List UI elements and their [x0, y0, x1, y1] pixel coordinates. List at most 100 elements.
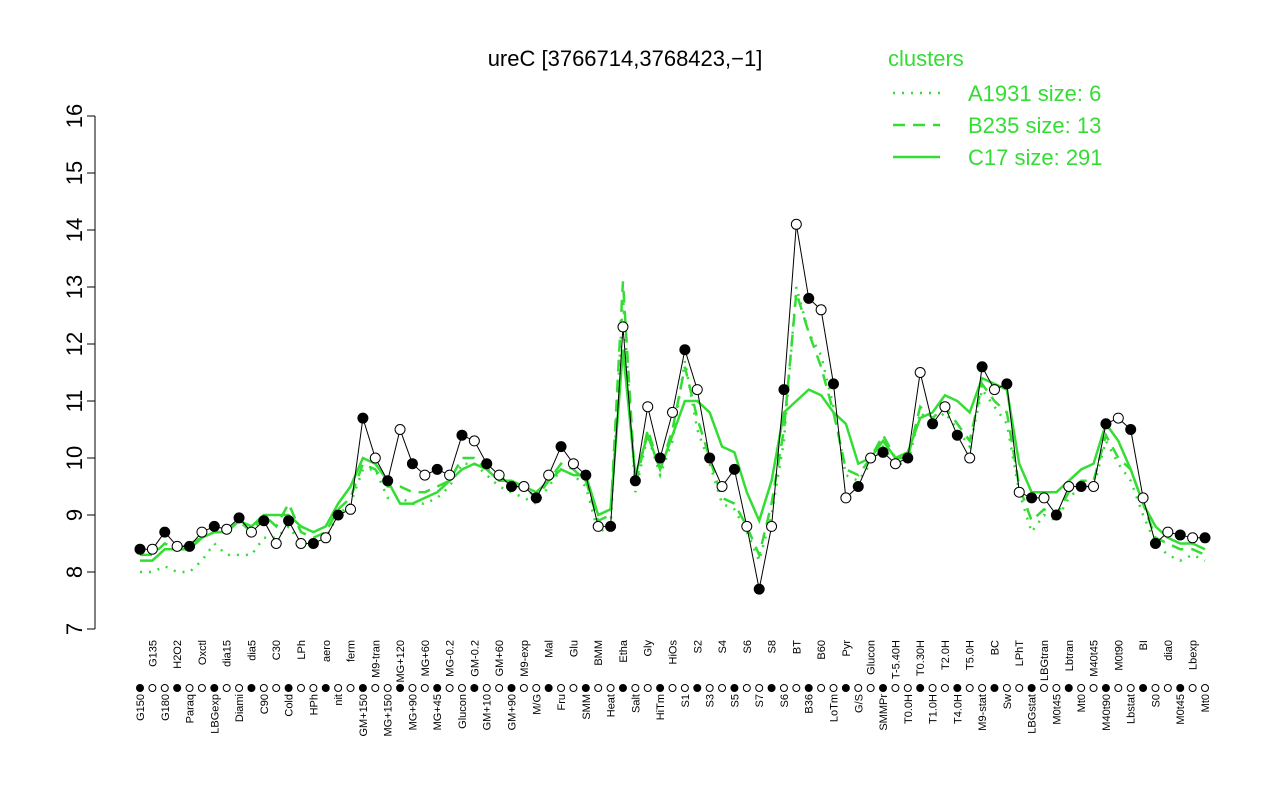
y-tick-label: 10 — [62, 446, 87, 470]
data-point — [258, 515, 270, 527]
cluster-line — [140, 286, 1206, 574]
data-point — [1038, 492, 1050, 504]
x-tick-label: HiTm — [655, 694, 667, 720]
x-tick-dot — [879, 684, 888, 692]
x-tick-dot — [668, 684, 677, 692]
x-tick-label: Lbexp — [1188, 640, 1200, 670]
x-tick-dot — [321, 684, 330, 692]
x-tick-label: MG+45 — [432, 694, 444, 730]
data-point — [555, 441, 567, 453]
data-point — [617, 321, 629, 333]
x-tick-dot — [247, 684, 256, 692]
data-point — [456, 429, 468, 441]
y-tick-label: 11 — [62, 390, 87, 413]
x-tick-dot — [160, 684, 169, 692]
x-tick-dot — [1064, 684, 1073, 692]
x-tick-dot — [916, 684, 925, 692]
data-point — [345, 503, 357, 515]
x-tick-label: M40t90 — [1101, 694, 1113, 731]
data-point — [667, 406, 678, 418]
x-tick-dot — [1027, 684, 1036, 692]
x-tick-dot — [903, 684, 912, 692]
x-tick-dot — [569, 684, 578, 692]
cluster-line — [140, 349, 1206, 562]
data-point — [1137, 492, 1149, 504]
main-line — [140, 224, 1205, 590]
data-point — [1063, 481, 1075, 492]
x-tick-dot — [433, 684, 442, 692]
data-point — [753, 583, 765, 595]
x-tick-label: MG+90 — [407, 694, 419, 730]
legend-label: A1931 size: 6 — [968, 81, 1101, 106]
x-tick-label: BC — [989, 640, 1001, 655]
data-point — [196, 526, 208, 538]
data-point — [679, 344, 691, 356]
x-tick-dot — [1077, 684, 1086, 692]
data-point — [1149, 538, 1161, 549]
x-tick-label: ferm — [346, 640, 358, 662]
x-tick-label: HiOs — [668, 640, 680, 665]
x-tick-label: M9-exp — [519, 640, 531, 677]
data-point — [592, 520, 604, 532]
data-point — [146, 543, 158, 555]
x-tick-label: BT — [791, 640, 803, 654]
data-point — [889, 458, 901, 470]
x-tick-dot — [866, 684, 875, 692]
x-tick-label: aero — [321, 640, 333, 662]
data-point — [1125, 424, 1137, 435]
data-point — [642, 401, 654, 413]
x-tick-label: M/G — [531, 694, 543, 715]
data-point — [481, 458, 493, 470]
x-tick-dot — [222, 684, 231, 692]
x-tick-dot — [705, 684, 714, 692]
x-tick-dot — [272, 684, 281, 692]
x-tick-label: T4.0H — [952, 694, 964, 724]
x-tick-dot — [693, 684, 702, 692]
x-tick-label: S5 — [729, 694, 741, 707]
data-point — [827, 378, 839, 390]
data-point — [184, 540, 196, 552]
data-point — [468, 435, 480, 447]
x-tick-dot — [259, 684, 268, 692]
y-tick-label: 16 — [62, 104, 87, 128]
y-tick-label: 14 — [62, 218, 87, 242]
x-tick-dot — [631, 684, 640, 692]
x-tick-dot — [804, 684, 813, 692]
x-tick-label: dia0 — [1163, 640, 1175, 661]
data-point — [691, 384, 703, 396]
x-tick-dot — [309, 684, 318, 692]
x-tick-label: S0 — [1150, 694, 1162, 707]
x-tick-dot — [371, 684, 380, 692]
data-point — [295, 538, 307, 549]
x-tick-dot — [420, 684, 429, 692]
data-point — [506, 481, 518, 492]
x-tick-label: B36 — [804, 694, 816, 714]
x-tick-label: MG+150 — [383, 694, 395, 737]
x-tick-label: GM+60 — [494, 640, 506, 676]
x-tick-label: T1.0H — [928, 694, 940, 724]
x-tick-dot — [755, 684, 764, 692]
data-point — [1013, 486, 1025, 498]
x-tick-label: M0t45 — [1175, 694, 1187, 725]
data-point — [543, 469, 555, 481]
x-tick-label: SMMPr — [878, 694, 890, 731]
x-tick-dot — [235, 684, 244, 692]
x-tick-label: Heat — [606, 694, 618, 717]
data-point — [927, 418, 939, 430]
x-tick-dot — [1089, 684, 1098, 692]
x-tick-label: Glucon — [866, 640, 878, 675]
data-point — [270, 538, 282, 549]
data-point — [369, 452, 381, 464]
x-tick-label: Oxctl — [197, 640, 209, 665]
x-tick-label: LoTm — [828, 694, 840, 722]
data-point — [716, 481, 728, 492]
x-tick-dot — [408, 684, 417, 692]
x-tick-label: S1 — [680, 694, 692, 707]
data-point — [1112, 412, 1124, 424]
y-tick-label: 7 — [62, 623, 87, 635]
data-point — [939, 401, 951, 413]
data-point — [1174, 529, 1186, 541]
data-point — [159, 526, 171, 538]
x-tick-dot — [618, 684, 627, 692]
x-tick-dot — [928, 684, 937, 692]
